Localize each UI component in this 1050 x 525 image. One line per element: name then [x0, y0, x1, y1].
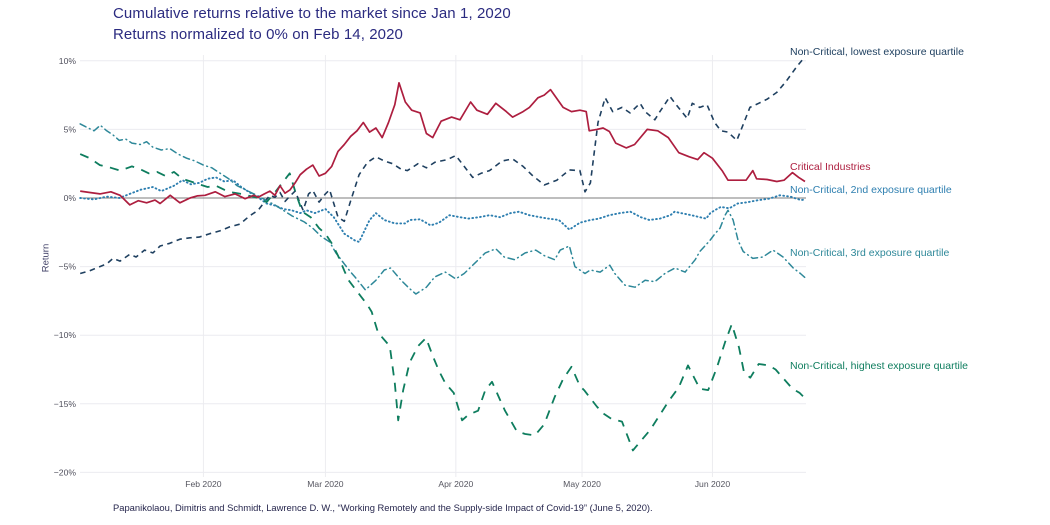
series-line-non-critical-highest-exposure-quartile [79, 153, 806, 452]
series-label-lowest-quartile: Non-Critical, lowest exposure quartile [790, 46, 964, 58]
source-caption: Papanikolaou, Dimitris and Schmidt, Lawr… [113, 502, 653, 513]
x-tick-label: Mar 2020 [307, 479, 344, 489]
series-label-2nd-quartile: Non-Critical, 2nd exposure quartile [790, 184, 952, 196]
series-label-3rd-quartile: Non-Critical, 3rd exposure quartile [790, 247, 950, 259]
series-line-non-critical-lowest-exposure-quartile [79, 56, 806, 275]
x-tick-label: Feb 2020 [185, 479, 222, 489]
y-tick-label: −15% [54, 399, 77, 409]
x-tick-label: Apr 2020 [438, 479, 473, 489]
chart-title-line2: Returns normalized to 0% on Feb 14, 2020 [113, 26, 404, 43]
y-tick-label: −20% [54, 467, 77, 477]
y-tick-label: −5% [59, 262, 77, 272]
series-line-non-critical-2nd-exposure-quartile [79, 176, 806, 243]
series-label-highest-quartile: Non-Critical, highest exposure quartile [790, 360, 969, 372]
series-label-critical-industries: Critical Industries [790, 161, 871, 173]
y-tick-label: −10% [54, 330, 77, 340]
chart-title: Cumulative returns relative to the marke… [113, 3, 511, 45]
y-tick-label: 0% [64, 193, 77, 203]
series-line-non-critical-3rd-exposure-quartile [79, 123, 806, 295]
x-tick-label: Jun 2020 [695, 479, 731, 489]
series-line-critical-industries [80, 81, 806, 206]
y-tick-label: 5% [64, 124, 77, 134]
y-tick-label: 10% [59, 56, 77, 66]
x-tick-label: May 2020 [563, 479, 601, 489]
chart-title-line1: Cumulative returns relative to the marke… [113, 5, 511, 22]
